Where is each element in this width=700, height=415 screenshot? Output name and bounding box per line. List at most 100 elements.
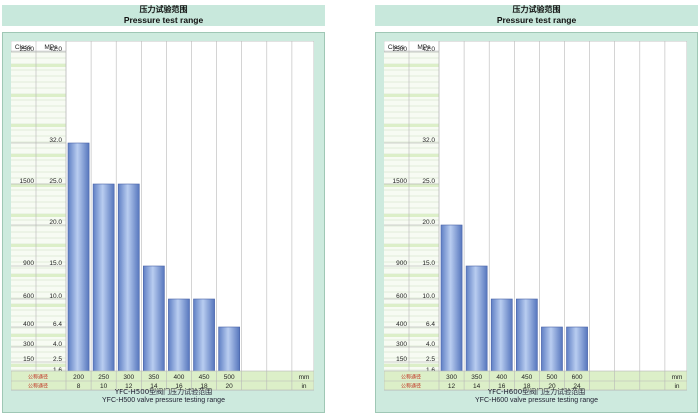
- category-mm-label: 350: [148, 374, 159, 381]
- left-title-en: Pressure test range: [123, 15, 204, 25]
- class-header: Class: [15, 44, 32, 51]
- mpa-tick-label: 4.0: [53, 341, 62, 348]
- category-mm-label: 300: [123, 374, 134, 381]
- category-in-label: 14: [473, 383, 481, 390]
- mpa-tick-label: 2.5: [426, 356, 435, 363]
- class-tick-label: 600: [396, 293, 407, 300]
- scale-band-green: [11, 124, 66, 127]
- class-tick-label: 150: [23, 356, 34, 363]
- class-tick-label: 1500: [20, 178, 35, 185]
- bar: [168, 298, 190, 382]
- class-tick-label: 150: [396, 356, 407, 363]
- mpa-tick-label: 1.6: [426, 367, 435, 374]
- bar: [490, 298, 513, 382]
- unit-mm-label: mm: [299, 374, 310, 381]
- scale-band-green: [11, 274, 66, 277]
- scale-band-green: [11, 64, 66, 67]
- mpa-tick-label: 6.4: [426, 321, 435, 328]
- scale-band-green: [384, 154, 439, 157]
- scale-band-green: [384, 274, 439, 277]
- scale-band-green: [11, 214, 66, 217]
- row-label-in: 公称通径: [28, 383, 48, 390]
- mpa-header: MPa: [44, 44, 58, 51]
- class-tick-label: 400: [396, 321, 407, 328]
- class-tick-label: 300: [23, 341, 34, 348]
- scale-band-green: [384, 184, 439, 187]
- category-in-label: 10: [100, 383, 108, 390]
- category-in-label: 16: [498, 383, 506, 390]
- right-caption-cn: YFC-H600型阀门压力试验范围: [487, 388, 586, 396]
- mpa-tick-label: 20.0: [422, 219, 435, 226]
- bar: [440, 224, 463, 382]
- right-caption-en: YFC-H600 valve pressure testing range: [475, 397, 598, 404]
- bar: [465, 265, 488, 382]
- bar: [117, 183, 140, 382]
- unit-mm-label: mm: [672, 374, 683, 381]
- category-in-label: 24: [573, 383, 581, 390]
- mpa-tick-label: 10.0: [422, 293, 435, 300]
- mpa-tick-label: 25.0: [49, 178, 62, 185]
- mpa-tick-label: 15.0: [422, 260, 435, 267]
- category-mm-label: 350: [471, 374, 482, 381]
- category-mm-label: 200: [73, 374, 84, 381]
- bar: [193, 298, 215, 382]
- category-in-label: 18: [523, 383, 531, 390]
- mpa-tick-label: 20.0: [49, 219, 62, 226]
- scale-band-green: [11, 184, 66, 187]
- scale-band-green: [384, 94, 439, 97]
- category-mm-label: 500: [547, 374, 558, 381]
- right-panel: 压力试验范围 Pressure test range Class MPa 42.0 3…: [375, 0, 698, 415]
- category-mm-label: 450: [199, 374, 210, 381]
- scale-band-green: [384, 304, 439, 307]
- category-mm-label: 400: [496, 374, 507, 381]
- left-caption-en: YFC-H500 valve pressure testing range: [102, 397, 225, 404]
- category-in-label: 14: [150, 383, 158, 390]
- category-rows-bg: [11, 370, 314, 391]
- scale-band-green: [11, 94, 66, 97]
- category-mm-label: 400: [174, 374, 185, 381]
- mpa-tick-label: 10.0: [49, 293, 62, 300]
- scale-column-bg: [384, 52, 439, 371]
- left-chart-frame: Class MPa 42.0 32.0 25.0 20.0 15.0 10.0 6.4 4.0 2.…: [2, 32, 325, 413]
- scale-column-bg: [11, 52, 66, 371]
- category-in-label: 16: [175, 383, 183, 390]
- category-mm-label: 450: [521, 374, 532, 381]
- mpa-header: MPa: [417, 44, 431, 51]
- bar: [67, 142, 90, 382]
- scale-band-green: [11, 334, 66, 337]
- bar: [516, 298, 538, 382]
- category-mm-label: 300: [446, 374, 457, 381]
- scale-band-green: [384, 124, 439, 127]
- scale-band-green: [384, 364, 439, 367]
- class-tick-label: 300: [396, 341, 407, 348]
- class-tick-label: 900: [23, 260, 34, 267]
- category-mm-label: 600: [572, 374, 583, 381]
- class-tick-label: 2500: [393, 46, 408, 53]
- class-tick-label: 600: [23, 293, 34, 300]
- scale-band-green: [384, 214, 439, 217]
- mpa-tick-label: 4.0: [426, 341, 435, 348]
- mpa-tick-label: 32.0: [422, 137, 435, 144]
- category-in-label: 12: [125, 383, 133, 390]
- unit-in-label: in: [674, 383, 679, 390]
- scale-band-green: [11, 364, 66, 367]
- scale-band-green: [384, 334, 439, 337]
- category-rows-bg: [384, 370, 687, 391]
- mpa-tick-label: 6.4: [53, 321, 62, 328]
- mpa-tick-label: 2.5: [53, 356, 62, 363]
- category-mm-label: 250: [98, 374, 109, 381]
- bar: [92, 183, 115, 382]
- row-label-mm: 公称通径: [401, 374, 421, 381]
- mpa-tick-label: 42.0: [422, 46, 435, 53]
- mpa-tick-label: 25.0: [422, 178, 435, 185]
- left-caption-cn: YFC-H500型阀门压力试验范围: [114, 388, 213, 396]
- right-title-cn: 压力试验范围: [512, 5, 561, 14]
- category-mm-label: 500: [224, 374, 235, 381]
- unit-in-label: in: [301, 383, 306, 390]
- left-panel-header: 压力试验范围 Pressure test range: [2, 5, 325, 26]
- right-chart-frame: Class MPa 42.0 32.0 25.0 20.0 15.0 10.0 6.4 4.0 2.…: [375, 32, 698, 413]
- scale-band-green: [384, 244, 439, 247]
- mpa-tick-label: 1.6: [53, 367, 62, 374]
